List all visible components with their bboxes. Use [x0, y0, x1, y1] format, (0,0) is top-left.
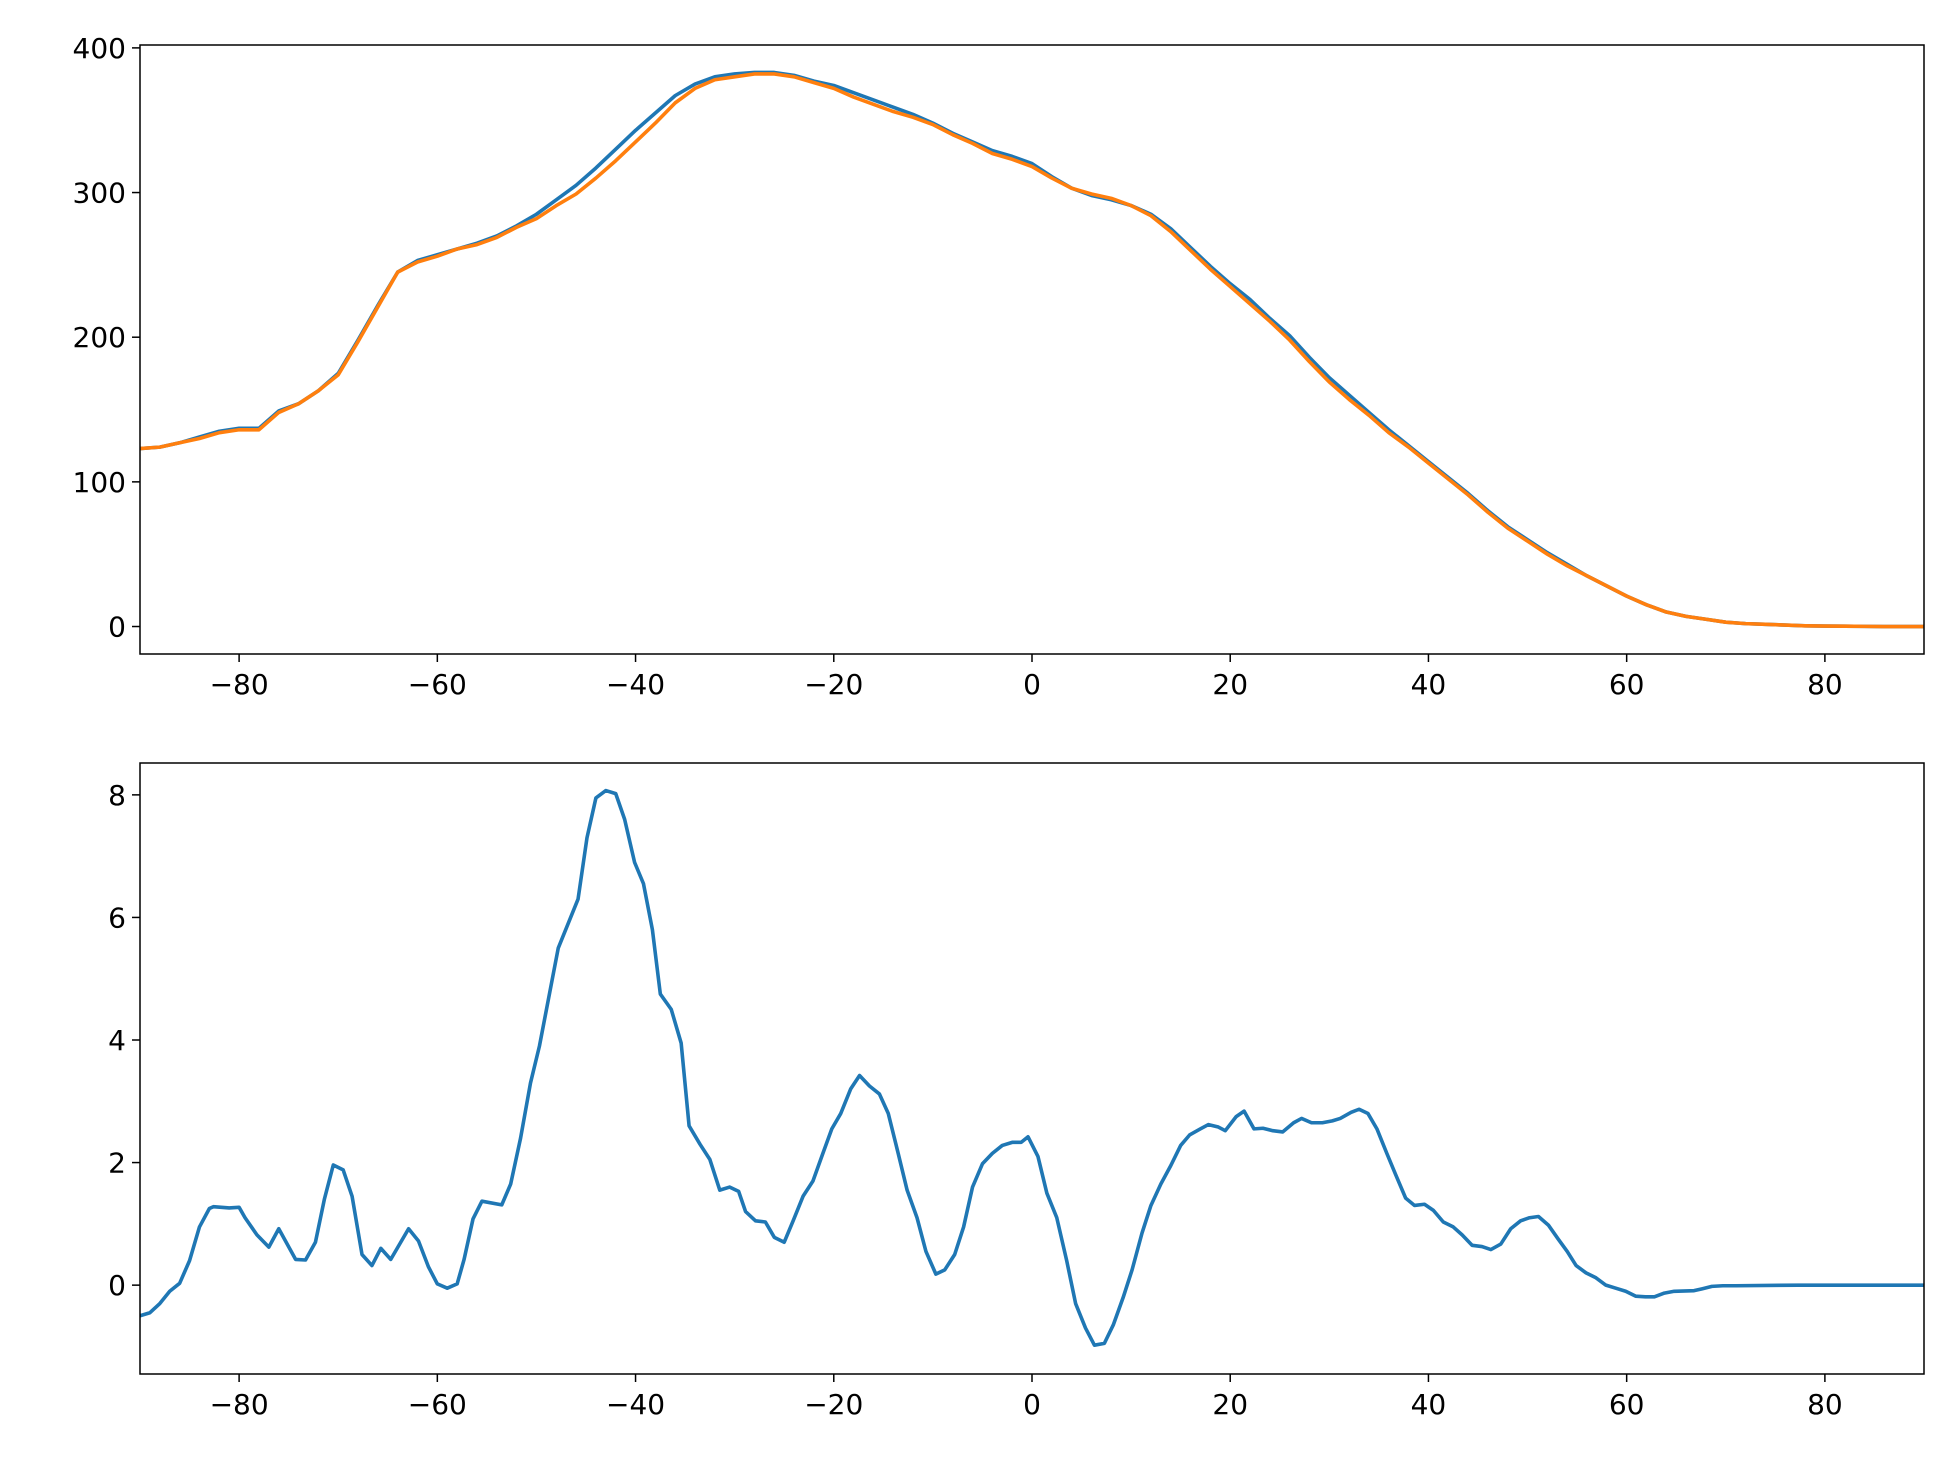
y-tick-label: 2: [108, 1147, 126, 1180]
y-tick-label: 0: [108, 611, 126, 644]
y-tick-label: 300: [73, 177, 126, 210]
x-tick-label: 80: [1807, 668, 1843, 701]
x-tick-label: 20: [1212, 1388, 1248, 1421]
y-tick-label: 4: [108, 1024, 126, 1057]
x-tick-label: −80: [210, 668, 269, 701]
x-tick-label: 40: [1411, 1388, 1447, 1421]
x-tick-label: 20: [1212, 668, 1248, 701]
x-tick-label: −40: [606, 1388, 665, 1421]
axes-frame: [139, 44, 1925, 655]
line-series: [140, 72, 1924, 629]
x-tick-label: 60: [1609, 668, 1645, 701]
x-tick-label: −60: [408, 668, 467, 701]
x-tick-label: −20: [804, 668, 863, 701]
x-tick-label: 80: [1807, 1388, 1843, 1421]
y-tick-label: 6: [108, 901, 126, 934]
subplot: −80 −60 −40 −20 0 20 40 60 80 0 2 4 6 8: [108, 762, 1925, 1421]
y-tick-label: 0: [108, 1269, 126, 1302]
x-tick-label: −20: [804, 1388, 863, 1421]
x-tick-label: 40: [1411, 668, 1447, 701]
line-series: [140, 70, 1924, 629]
subplot: −80 −60 −40 −20 0 20 40 60 80 0 100 200 300 400: [73, 32, 1925, 701]
y-tick-label: 200: [73, 321, 126, 354]
x-tick-label: 0: [1023, 1388, 1041, 1421]
y-tick-label: 100: [73, 466, 126, 499]
y-tick-label: 400: [73, 32, 126, 65]
y-tick-label: 8: [108, 779, 126, 812]
axes-frame: [139, 762, 1925, 1375]
x-tick-label: 60: [1609, 1388, 1645, 1421]
x-tick-label: −80: [210, 1388, 269, 1421]
x-tick-label: −60: [408, 1388, 467, 1421]
x-tick-label: −40: [606, 668, 665, 701]
line-series: [140, 788, 1924, 1347]
x-tick-label: 0: [1023, 668, 1041, 701]
